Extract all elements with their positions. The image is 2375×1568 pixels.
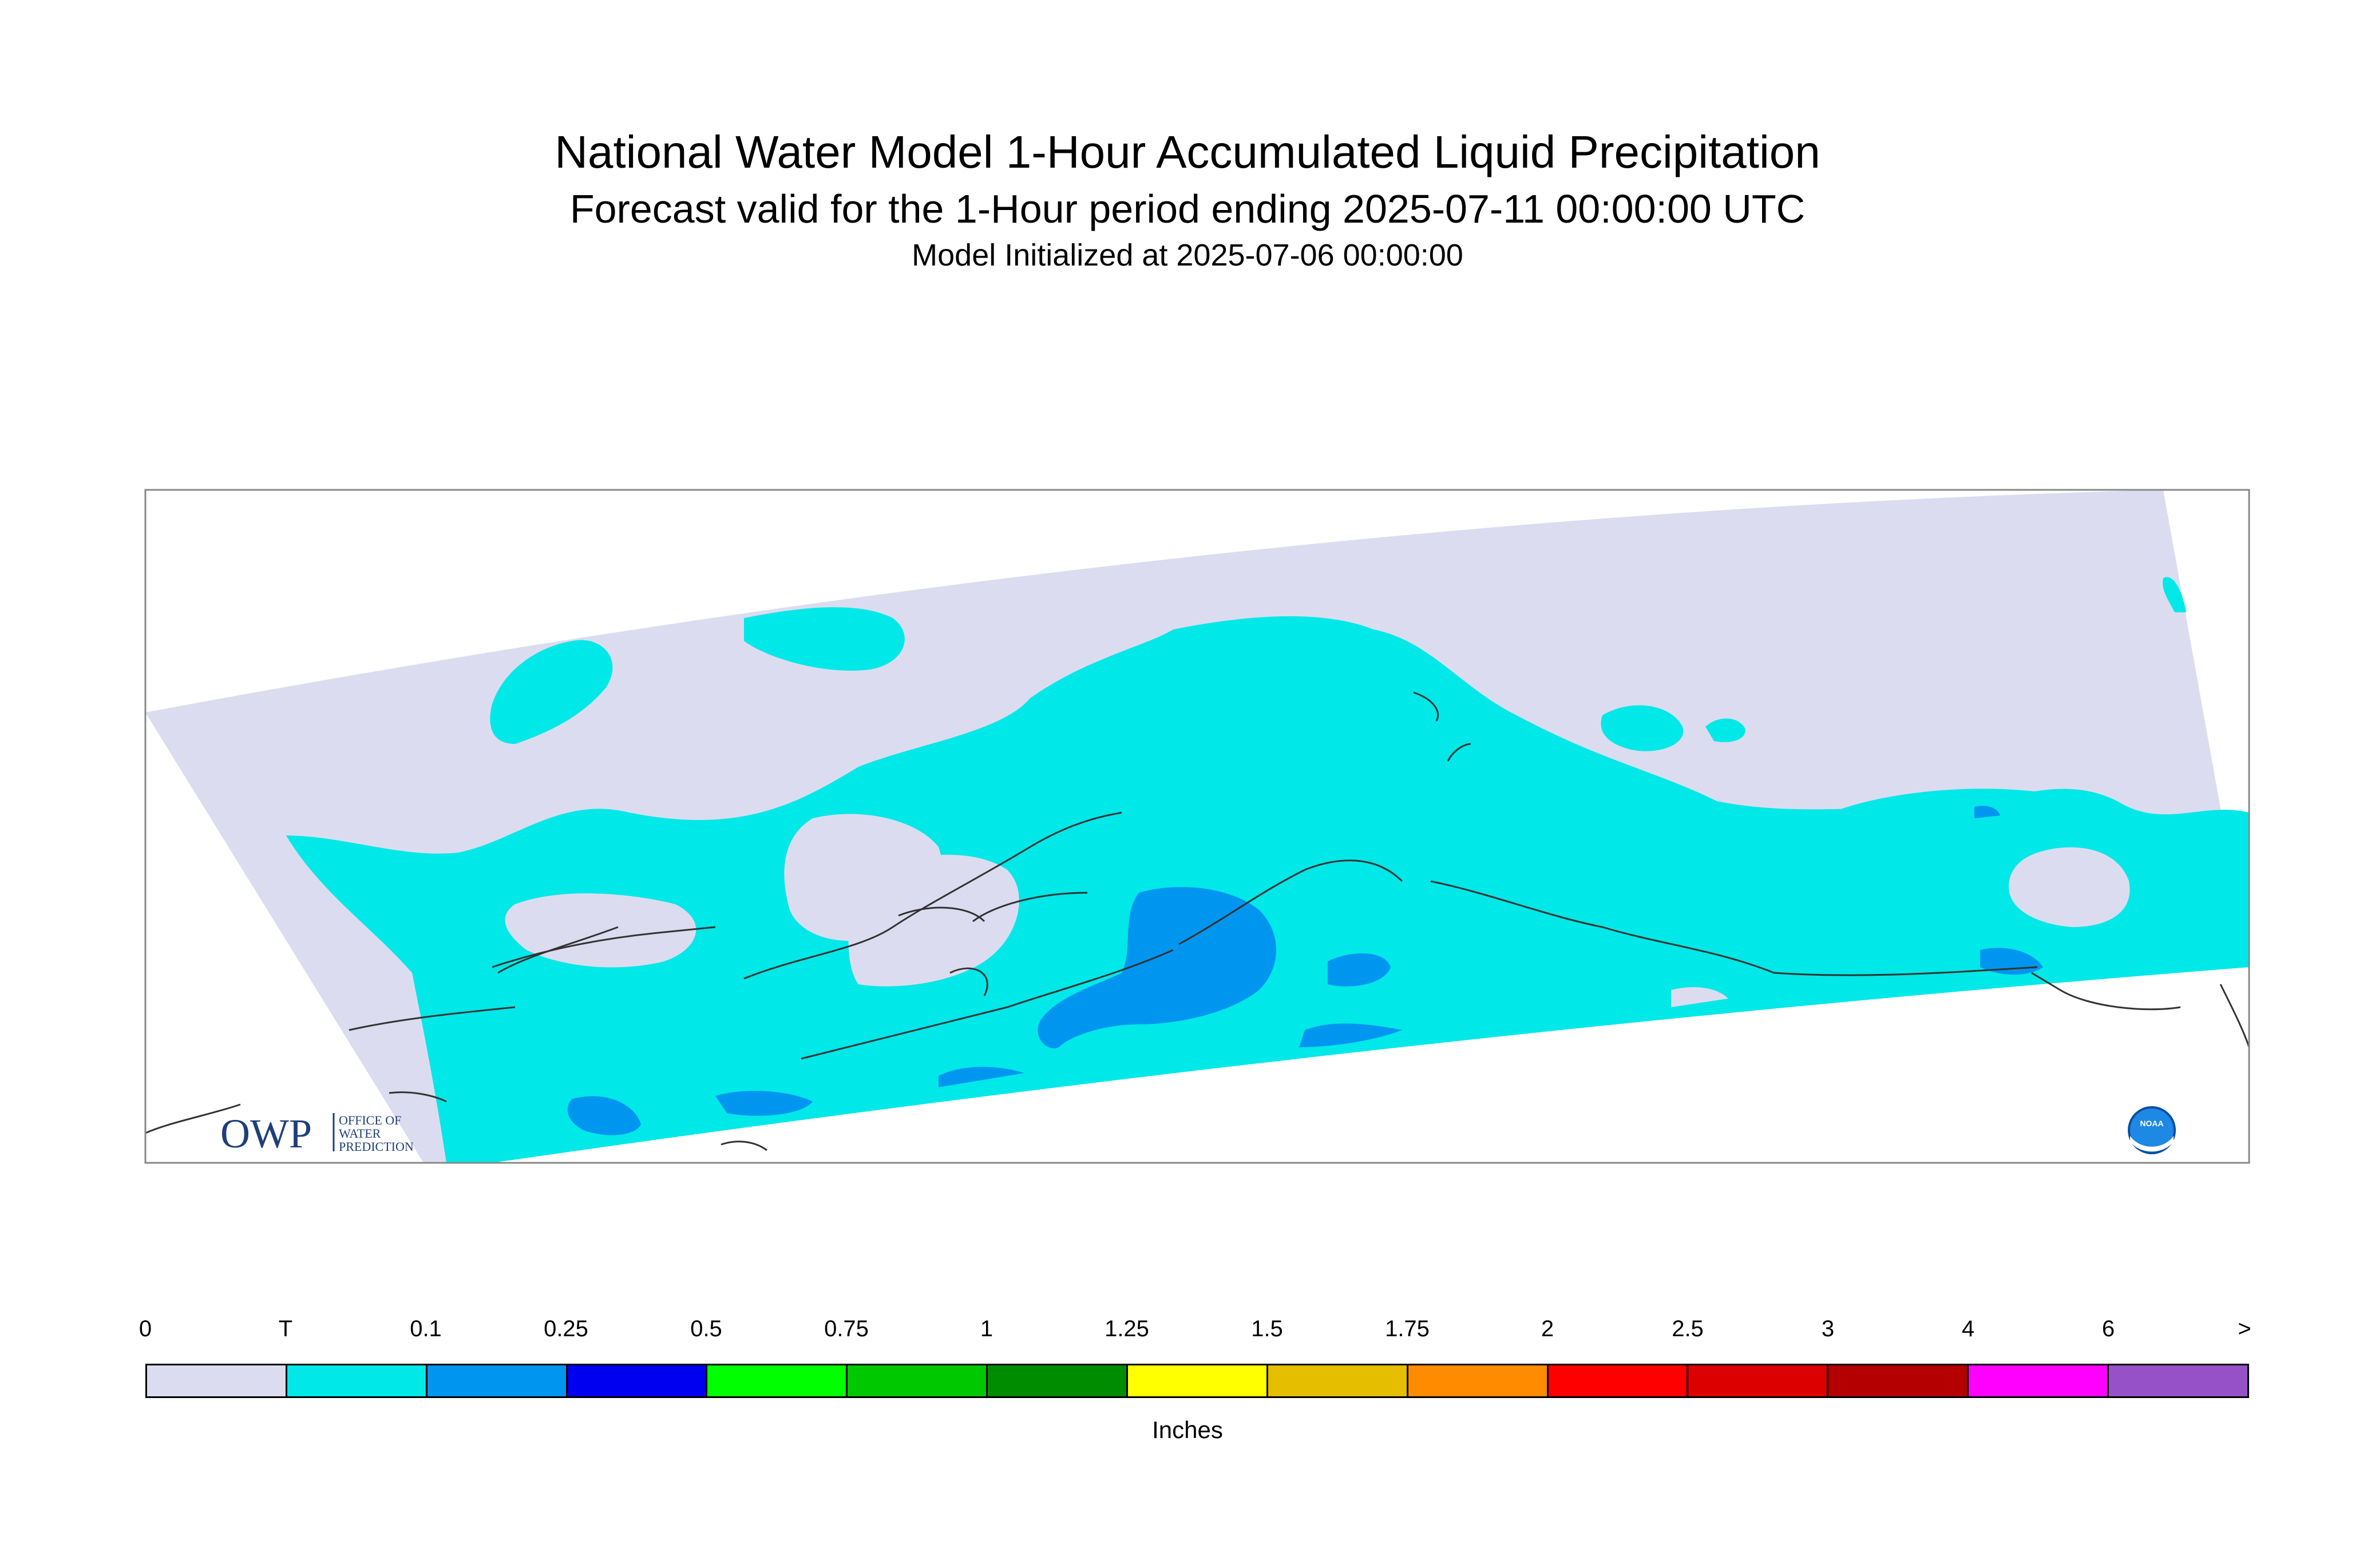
legend-tick: > (2238, 1316, 2251, 1341)
owp-mark: OWP (220, 1111, 312, 1157)
model-init-time: Model Initialized at 2025-07-06 00:00:00 (912, 238, 1463, 272)
map-frame (144, 489, 2250, 1164)
light-precip-areas (567, 806, 2043, 1135)
legend-swatch (1688, 1365, 1829, 1396)
legend-tick: 0.75 (824, 1316, 869, 1341)
legend-swatch (707, 1365, 848, 1396)
noaa-text: NOAA (2140, 1119, 2163, 1128)
legend-tick: T (278, 1316, 293, 1341)
legend-swatch (1268, 1365, 1408, 1396)
legend-tick: 1 (980, 1316, 993, 1341)
legend-swatch (1408, 1365, 1549, 1396)
legend-swatch (567, 1365, 708, 1396)
legend-swatch (147, 1365, 287, 1396)
legend-swatch (1548, 1365, 1689, 1396)
legend-tick: 0 (138, 1316, 152, 1341)
map-subtitle: Forecast valid for the 1-Hour period end… (569, 187, 1806, 231)
legend-swatch (988, 1365, 1129, 1396)
legend-tick: 1.75 (1385, 1316, 1430, 1341)
legend-tick: 6 (2101, 1316, 2115, 1341)
legend-tick: 2 (1541, 1316, 1554, 1341)
legend-tick: 1.5 (1251, 1316, 1283, 1341)
legend-tick: 2.5 (1672, 1316, 1704, 1341)
legend-tick: 0.1 (410, 1316, 442, 1341)
legend-tick: 3 (1821, 1316, 1835, 1341)
legend-swatch (848, 1365, 988, 1396)
legend-swatch (287, 1365, 428, 1396)
legend-tick: 0.25 (544, 1316, 588, 1341)
owp-line3: PREDICTION (339, 1139, 414, 1154)
owp-line2: WATER (339, 1126, 381, 1141)
owp-logo: OWP OFFICE OF WATER PREDICTION (220, 1111, 414, 1157)
noaa-logo: NOAA (2128, 1106, 2176, 1154)
coastlines (145, 691, 2249, 1151)
legend-swatch (1128, 1365, 1268, 1396)
legend-colorbar (145, 1364, 2249, 1398)
legend-swatch (427, 1365, 568, 1396)
legend-swatch (1828, 1365, 1969, 1396)
legend-units: Inches (1152, 1416, 1223, 1443)
legend-tick: 1.25 (1105, 1316, 1149, 1341)
map-title: National Water Model 1-Hour Accumulated … (555, 126, 1820, 177)
owp-line1: OFFICE OF (339, 1113, 401, 1127)
legend-tick: 4 (1961, 1316, 1975, 1341)
legend-swatch (1969, 1365, 2109, 1396)
legend-tick: 0.5 (690, 1316, 722, 1341)
legend-swatch (2109, 1365, 2247, 1396)
